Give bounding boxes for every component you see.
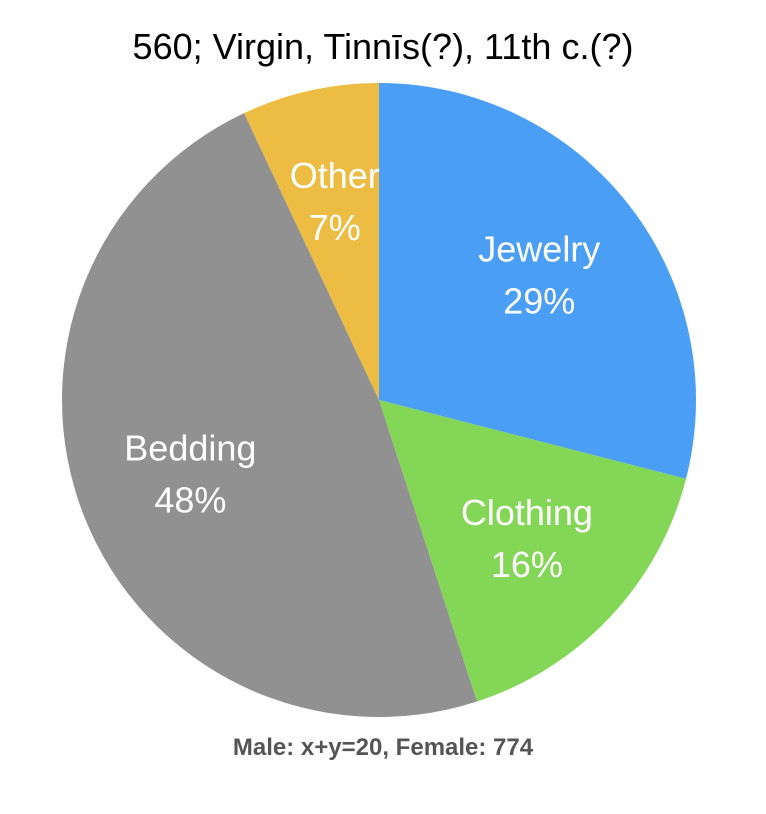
slice-name-clothing: Clothing	[461, 492, 593, 533]
chart-title: 560; Virgin, Tinnīs(?), 11th c.(?)	[132, 26, 634, 67]
slice-percent-bedding: 48%	[154, 480, 226, 521]
slice-name-bedding: Bedding	[124, 428, 256, 469]
pie-slices	[61, 83, 696, 718]
slice-percent-other: 7%	[309, 207, 361, 248]
slice-name-jewelry: Jewelry	[478, 229, 600, 270]
pie-slice-clothing	[379, 400, 687, 702]
chart-caption: Male: x+y=20, Female: 774	[232, 734, 534, 761]
slice-percent-clothing: 16%	[491, 544, 563, 585]
pie-slice-bedding	[61, 113, 477, 718]
slice-name-other: Other	[290, 155, 380, 196]
pie-labels: Jewelry 29% Clothing 16% Bedding 48% Other 7%	[124, 155, 600, 585]
slice-percent-jewelry: 29%	[503, 281, 575, 322]
pie-slice-other	[244, 83, 379, 400]
pie-slice-jewelry	[379, 83, 696, 479]
